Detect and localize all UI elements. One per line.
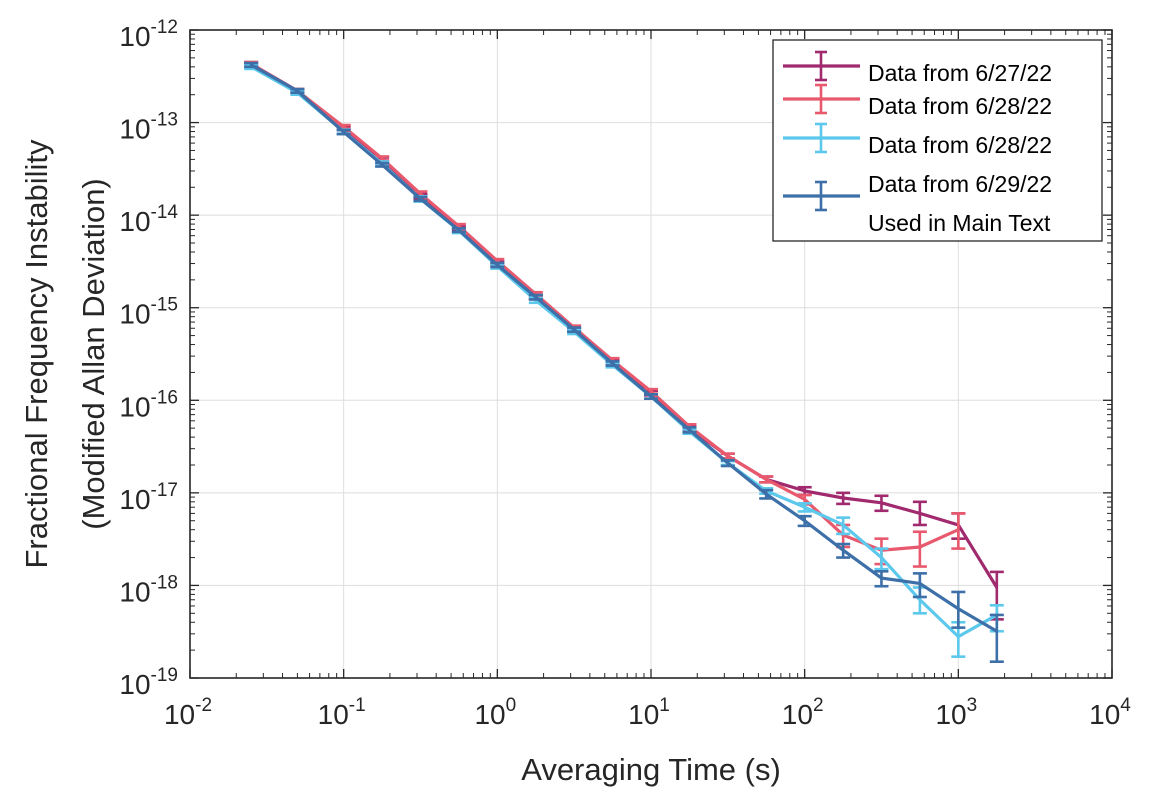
series-4-error-bar: [375, 161, 390, 168]
series-3-error-bar: [874, 547, 889, 571]
legend-marker-1: [783, 50, 860, 82]
series-1-error-bar: [836, 491, 851, 506]
series-4-error-bar: [644, 393, 658, 401]
x-tick-label: 101: [628, 695, 670, 730]
y-tick-label: 10-17: [119, 480, 178, 515]
x-tick-label: 10-2: [164, 695, 212, 730]
x-axis-label: Averaging Time (s): [521, 752, 781, 787]
series-2-error-bar: [951, 512, 966, 550]
y-axis-label-line-2: (Modified Allan Deviation): [76, 178, 111, 530]
series-1-error-bar: [874, 494, 889, 513]
series-4-error-bar: [336, 128, 351, 136]
legend-entry-1: Data from 6/27/22: [868, 60, 1052, 86]
legend-label-3: Data from 6/28/22: [868, 132, 1052, 158]
legend-box: [772, 39, 1103, 242]
x-tick-label: 102: [782, 695, 824, 730]
series-4-error-bar: [989, 613, 1004, 663]
legend-markers: [783, 50, 860, 212]
y-tick-label: 10-18: [119, 572, 178, 607]
legend-label-4b: Used in Main Text: [868, 210, 1051, 236]
series-4-error-bar: [682, 426, 697, 434]
series-4-error-bar: [797, 514, 812, 528]
series-4-error-bar: [451, 227, 466, 234]
series-layer: [244, 60, 1004, 663]
series-4-error-bar: [759, 488, 774, 500]
series-4-error-bar: [413, 195, 428, 203]
series-4-error-bar: [874, 570, 889, 588]
series-4-error-bar: [244, 61, 259, 69]
legend-marker-4: [783, 180, 860, 212]
y-tick-label: 10-13: [119, 110, 178, 145]
axis-ticks: [189, 29, 1113, 679]
legend: Data from 6/27/22 Data from 6/28/22 Data…: [772, 39, 1103, 242]
series-2-error-bar: [759, 475, 774, 484]
y-tick-label: 10-15: [119, 295, 178, 330]
x-tick-label: 100: [474, 695, 516, 730]
series-3-error-bar: [836, 516, 851, 536]
x-tick-label: 10-1: [318, 695, 366, 730]
legend-label-1: Data from 6/27/22: [868, 60, 1052, 86]
series-4-error-bar: [567, 326, 582, 334]
legend-entry-4: Data from 6/29/22 Used in Main Text: [868, 171, 1052, 236]
x-tick-labels: 10-2 10-1 100 101 102 103 104: [164, 695, 1131, 730]
legend-marker-3: [783, 122, 860, 154]
legend-entry-2: Data from 6/28/22: [868, 93, 1052, 119]
y-tick-label: 10-12: [119, 17, 178, 52]
legend-marker-2: [783, 83, 860, 115]
series-4-error-bar: [605, 360, 620, 367]
legend-label-2: Data from 6/28/22: [868, 93, 1052, 119]
legend-entry-3: Data from 6/28/22: [868, 132, 1052, 158]
y-tick-label: 10-19: [119, 665, 178, 700]
series-4-line: [250, 63, 998, 633]
series-4-error-bar: [836, 542, 851, 559]
series-4-error-bar: [912, 572, 927, 599]
legend-label-4a: Data from 6/29/22: [868, 171, 1052, 197]
y-axis-label: Fractional Frequency Instability (Modifi…: [19, 139, 111, 569]
y-tick-labels: 10-12 10-13 10-14 10-15 10-16 10-17 10-18 10-19: [119, 17, 178, 700]
y-axis-label-line-1: Fractional Frequency Instability: [19, 139, 54, 569]
x-tick-label: 103: [935, 695, 977, 730]
series-4-error-bar: [951, 590, 966, 629]
y-tick-label: 10-16: [119, 387, 178, 422]
series-4-error-bar: [528, 293, 543, 301]
x-tick-label: 104: [1089, 695, 1131, 730]
series-1-error-bar: [912, 500, 927, 527]
y-tick-label: 10-14: [119, 202, 178, 237]
series-4-error-bar: [720, 458, 735, 468]
series-4-error-bar: [490, 261, 505, 269]
series-3-error-bar: [797, 502, 812, 513]
series-4: [244, 61, 1004, 663]
series-4-error-bar: [290, 87, 305, 95]
series-2-error-bar: [912, 530, 927, 568]
